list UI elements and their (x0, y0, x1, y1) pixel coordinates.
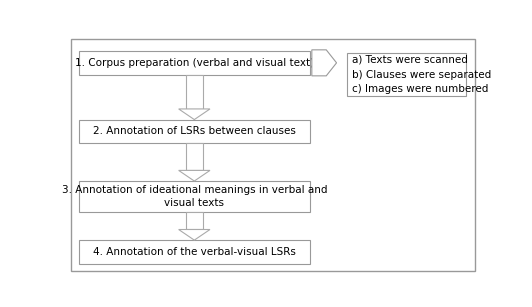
FancyBboxPatch shape (71, 39, 475, 271)
FancyBboxPatch shape (347, 53, 467, 96)
FancyBboxPatch shape (79, 240, 310, 264)
Polygon shape (179, 230, 210, 240)
Polygon shape (179, 170, 210, 181)
FancyBboxPatch shape (186, 143, 203, 170)
FancyBboxPatch shape (79, 119, 310, 143)
Text: 4. Annotation of the verbal-visual LSRs: 4. Annotation of the verbal-visual LSRs (93, 247, 296, 257)
Text: 1. Corpus preparation (verbal and visual text): 1. Corpus preparation (verbal and visual… (75, 58, 314, 68)
FancyBboxPatch shape (186, 212, 203, 230)
FancyBboxPatch shape (186, 75, 203, 109)
Polygon shape (312, 50, 337, 76)
Polygon shape (179, 109, 210, 119)
FancyBboxPatch shape (79, 181, 310, 212)
FancyBboxPatch shape (79, 51, 310, 75)
Text: 2. Annotation of LSRs between clauses: 2. Annotation of LSRs between clauses (93, 126, 296, 136)
Text: 3. Annotation of ideational meanings in verbal and
visual texts: 3. Annotation of ideational meanings in … (62, 185, 327, 208)
Text: a) Texts were scanned
b) Clauses were separated
c) Images were numbered: a) Texts were scanned b) Clauses were se… (352, 55, 491, 95)
